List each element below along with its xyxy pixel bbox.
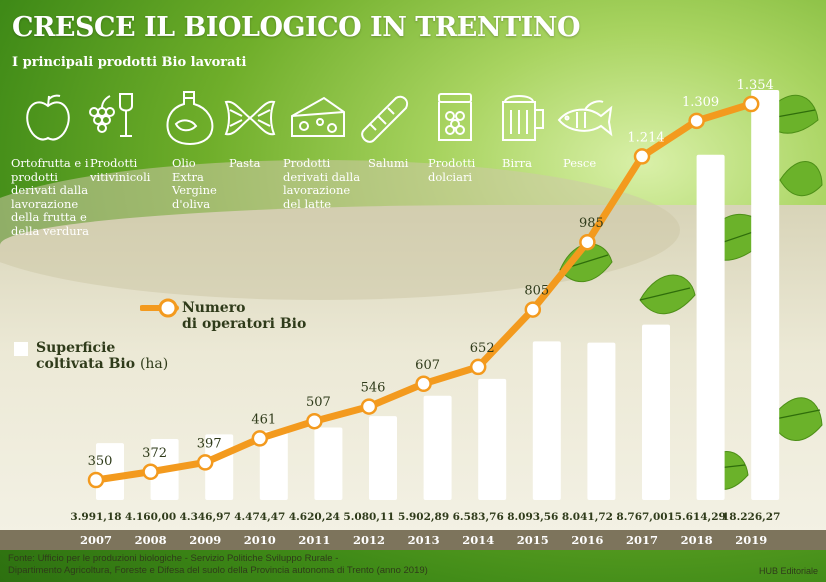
x-tick-label: 2015 (517, 533, 549, 547)
x-tick-label: 2012 (353, 533, 385, 547)
line-point (524, 301, 542, 318)
line-point (306, 412, 323, 430)
bar (423, 395, 452, 500)
line-value-label: 985 (579, 216, 604, 231)
line-value-label: 1.214 (627, 130, 664, 145)
bar (369, 416, 397, 500)
legend-bar-label: Superficie coltivata Bio (ha) (36, 340, 169, 372)
x-tick-label: 2010 (244, 533, 276, 547)
x-tick-label: 2014 (462, 533, 494, 547)
line-point (469, 358, 487, 376)
line-point (196, 454, 214, 471)
x-tick-label: 2009 (189, 533, 221, 547)
bar (314, 427, 343, 500)
line-value-label: 461 (251, 412, 276, 427)
product-label: Prodotti dolciari (428, 156, 476, 184)
line-value-label: 652 (470, 341, 495, 356)
product-label: Salumi (368, 156, 409, 170)
line-point (87, 471, 105, 489)
bar-value-label: 8.041,72 (562, 511, 613, 523)
product-label: Pasta (229, 156, 261, 170)
line-value-label: 397 (197, 436, 222, 451)
line-value-label: 1.354 (737, 78, 774, 93)
bar-value-label: 4.346,97 (180, 511, 231, 523)
line-value-label: 546 (361, 381, 386, 396)
line-point (579, 233, 596, 251)
bar-value-label: 4.160,00 (125, 511, 176, 523)
credit: HUB Editoriale (758, 566, 818, 576)
bar-value-label: 8.767,00 (616, 511, 667, 523)
line-point (251, 430, 269, 447)
product-label: Ortofrutta e i prodotti derivati dalla l… (11, 156, 89, 238)
bar (587, 342, 616, 500)
olive-oil-icon (166, 91, 214, 146)
bar-value-label: 8.093,56 (507, 511, 558, 523)
line-value-label: 507 (306, 395, 331, 410)
x-tick-label: 2013 (408, 533, 440, 547)
line-value-label: 607 (415, 358, 440, 373)
legend-line-swatch (140, 298, 179, 318)
product-label: Olio Extra Vergine d'oliva (172, 156, 217, 211)
product-label: Birra (502, 156, 532, 170)
bar (751, 90, 780, 500)
bar-value-label: 3.991,18 (70, 511, 121, 523)
line-value-label: 372 (142, 446, 167, 461)
line-point (688, 112, 705, 130)
fish-icon (557, 100, 613, 137)
bar-value-label: 5.080,11 (343, 511, 394, 523)
pasta-icon (224, 100, 276, 136)
source-note: Fonte: Ufficio per le produzioni biologi… (8, 553, 428, 576)
line-point (742, 95, 760, 113)
line-value-label: 350 (88, 454, 113, 469)
x-tick-label: 2019 (735, 533, 767, 547)
page-subtitle: I principali prodotti Bio lavorati (12, 55, 247, 70)
legend-line-label: Numero di operatori Bio (182, 300, 307, 332)
bar-value-label: 4.620,24 (289, 511, 340, 523)
line-value-label: 805 (524, 284, 549, 299)
legend-bar-swatch (14, 342, 28, 356)
x-tick-label: 2007 (80, 533, 112, 547)
bar (96, 443, 124, 500)
line-value-label: 1.309 (682, 95, 719, 110)
bar (642, 324, 670, 500)
apple-icon (26, 94, 70, 141)
chart-background (0, 160, 826, 535)
beer-icon (502, 95, 544, 141)
bar-value-label: 5.902,89 (398, 511, 449, 523)
bar (259, 431, 288, 500)
line-point (360, 398, 378, 415)
bar (696, 154, 725, 500)
page-title: CRESCE IL BIOLOGICO IN TRENTINO (12, 12, 580, 43)
salami-icon (361, 95, 408, 143)
bar-value-label: 15.614,29 (667, 511, 725, 523)
product-label: Pesce (563, 156, 597, 170)
x-tick-label: 2018 (681, 533, 713, 547)
x-tick-label: 2008 (135, 533, 167, 547)
jam-jar-icon (438, 93, 472, 141)
year-axis-band (0, 530, 826, 550)
line-point (415, 375, 432, 393)
grapes-wine-icon (89, 93, 133, 137)
product-label: Prodotti derivati dalla lavorazione del … (283, 156, 361, 211)
bar (532, 341, 561, 500)
product-label: Prodotti vitivinicoli (90, 156, 151, 184)
bar-value-label: 6.583,76 (453, 511, 504, 523)
x-tick-label: 2016 (571, 533, 603, 547)
line-point (142, 463, 159, 481)
bar-value-label: 18.226,27 (722, 511, 780, 523)
bar-value-label: 4.474,47 (234, 511, 285, 523)
x-tick-label: 2017 (626, 533, 658, 547)
line-point (633, 148, 651, 165)
x-tick-label: 2011 (298, 533, 330, 547)
bar (478, 378, 507, 500)
cheese-icon (291, 96, 345, 137)
